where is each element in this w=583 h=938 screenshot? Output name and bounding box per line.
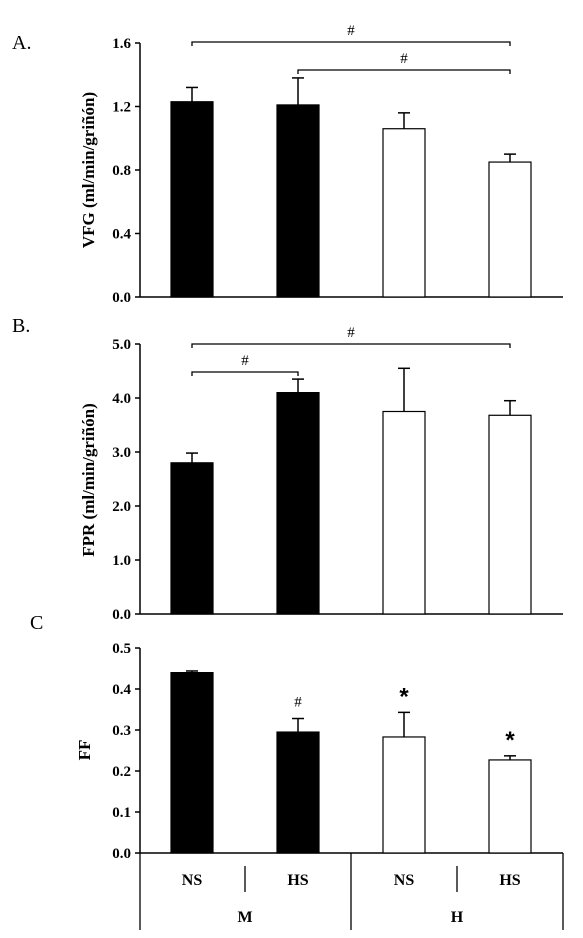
y-tick-label: 5.0 bbox=[112, 337, 131, 353]
y-axis-label-b: FPR (ml/min/griñón) bbox=[79, 403, 98, 556]
bar-2 bbox=[276, 104, 320, 298]
bar-2 bbox=[276, 392, 320, 615]
y-tick-label: 0.5 bbox=[112, 641, 131, 657]
significance-bracket-2 bbox=[297, 69, 511, 74]
x-label-group-h: H bbox=[451, 909, 464, 926]
x-label-diet-2: HS bbox=[287, 872, 308, 889]
y-tick-label: 0.1 bbox=[112, 805, 131, 821]
significance-label: # bbox=[400, 51, 408, 67]
bar-1 bbox=[170, 101, 214, 298]
significance-label: # bbox=[347, 325, 355, 341]
bar-3 bbox=[382, 128, 426, 298]
panel-a: A. VFG (ml/min/griñón) 0.0 0.4 0.8 1.2 1.6 # # bbox=[12, 23, 563, 306]
panel-letter-c: C bbox=[30, 612, 43, 634]
y-tick-label: 1.2 bbox=[112, 100, 131, 116]
bar-annotation: # bbox=[294, 695, 302, 711]
significance-label: # bbox=[347, 23, 355, 39]
bar-4 bbox=[488, 414, 532, 615]
y-axis-label-c: FF bbox=[75, 740, 94, 761]
bar-annotation: * bbox=[505, 727, 515, 754]
y-tick-label: 0.0 bbox=[112, 290, 131, 306]
significance-label: # bbox=[241, 353, 249, 369]
bar-4 bbox=[488, 759, 532, 854]
y-tick-label: 0.8 bbox=[112, 163, 131, 179]
y-tick-label: 3.0 bbox=[112, 445, 131, 461]
y-axis-label-a: VFG (ml/min/griñón) bbox=[79, 92, 98, 248]
bar-annotation: * bbox=[399, 683, 409, 710]
y-tick-label: 0.4 bbox=[112, 682, 131, 698]
bar-2 bbox=[276, 731, 320, 854]
y-tick-label: 1.6 bbox=[112, 36, 131, 52]
y-tick-label: 1.0 bbox=[112, 553, 131, 569]
y-tick-label: 4.0 bbox=[112, 391, 131, 407]
bar-1 bbox=[170, 671, 214, 854]
panel-b: B. FPR (ml/min/griñón) 0.0 1.0 2.0 3.0 4.0 5.… bbox=[12, 315, 563, 623]
y-tick-label: 0.2 bbox=[112, 764, 131, 780]
y-tick-label: 0.4 bbox=[112, 227, 131, 243]
x-label-diet-3: NS bbox=[394, 872, 415, 889]
significance-bracket-1 bbox=[191, 41, 511, 46]
y-tick-label: 0.3 bbox=[112, 723, 131, 739]
y-tick-label: 0.0 bbox=[112, 607, 131, 623]
x-label-diet-4: HS bbox=[499, 872, 520, 889]
panel-letter-a: A. bbox=[12, 32, 31, 54]
panel-letter-b: B. bbox=[12, 315, 30, 337]
significance-bracket-1 bbox=[191, 343, 511, 348]
bar-3 bbox=[382, 410, 426, 615]
y-tick-label: 2.0 bbox=[112, 499, 131, 515]
x-axis-categories: NS HS NS HS M H bbox=[139, 853, 564, 930]
significance-bracket-2 bbox=[191, 371, 299, 376]
bar-4 bbox=[488, 161, 532, 298]
x-label-diet-1: NS bbox=[182, 872, 203, 889]
bar-1 bbox=[170, 462, 214, 615]
x-label-group-m: M bbox=[237, 909, 252, 926]
y-tick-label: 0.0 bbox=[112, 846, 131, 862]
bar-3 bbox=[382, 736, 426, 854]
panel-c: C FF 0.0 0.1 0.2 0.3 0.4 0.5 # * * bbox=[30, 612, 563, 862]
